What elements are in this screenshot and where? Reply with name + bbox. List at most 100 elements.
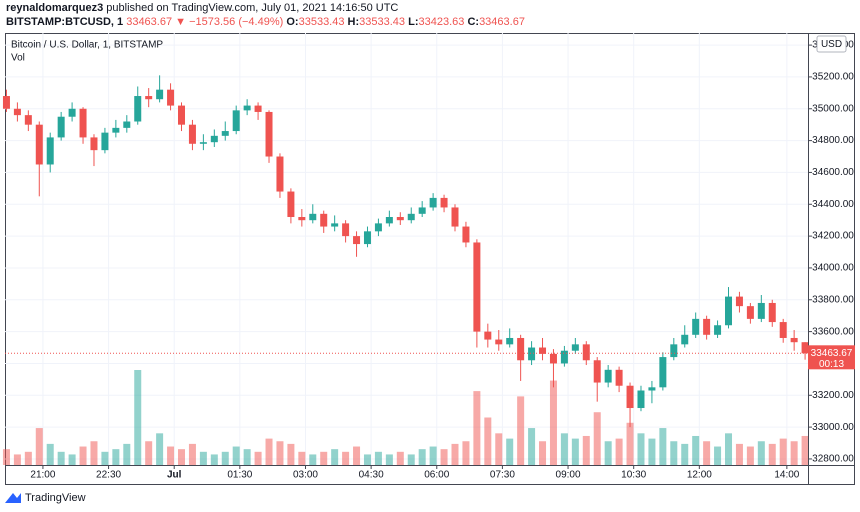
x-tick-label: 14:00 (774, 470, 799, 481)
volume-bar (659, 428, 667, 465)
y-tick-label: 34400.00 (812, 199, 854, 210)
volume-bar (309, 454, 317, 465)
y-tick-label: 33400.00 (812, 358, 854, 369)
volume-bar (188, 443, 196, 465)
candle-body (265, 111, 273, 157)
volume-bar (703, 441, 711, 465)
currency-box[interactable] (816, 35, 847, 53)
volume-bar (145, 441, 153, 465)
volume-bar (451, 443, 459, 465)
volume-bar (637, 433, 645, 465)
y-tick-label: 35000.00 (812, 103, 854, 114)
candle-body (363, 231, 371, 245)
volume-bar (571, 438, 579, 465)
volume-bar (298, 451, 306, 465)
x-tick-label: 10:30 (621, 470, 646, 481)
candle-body (221, 131, 229, 136)
volume-bar (156, 433, 164, 465)
volume-layer (2, 370, 809, 465)
candle-body (188, 124, 196, 144)
candle-body (451, 207, 459, 227)
y-tick-label: 33600.00 (812, 326, 854, 337)
candle-body (440, 197, 448, 208)
volume-bar (265, 438, 273, 465)
volume-bar (13, 454, 21, 465)
x-tick-label: 06:00 (424, 470, 449, 481)
candle-body (396, 217, 404, 221)
candle-body (134, 96, 142, 122)
candle-body (68, 108, 76, 117)
last-price: 33463.67 (126, 16, 173, 28)
candle-body (648, 387, 656, 391)
candle-body (615, 369, 623, 386)
volume-bar (495, 433, 503, 465)
candle-body (145, 96, 153, 100)
volume-bar (167, 446, 175, 465)
candle-body (517, 337, 525, 361)
candle-body (528, 347, 536, 361)
volume-bar (506, 438, 514, 465)
candle-body (495, 339, 503, 345)
candle-body (276, 156, 284, 192)
y-tick-label: 33200.00 (812, 390, 854, 401)
volume-bar (79, 446, 87, 465)
candle-body (429, 197, 437, 208)
y-tick-label: 34800.00 (812, 135, 854, 146)
candle-body (177, 105, 185, 125)
volume-bar (2, 449, 10, 465)
countdown: 00:13 (819, 359, 844, 370)
volume-bar (735, 443, 743, 465)
ohlc-value: 33423.63 (418, 16, 465, 28)
x-tick-label: Jul (167, 470, 182, 481)
candle-body (462, 226, 470, 243)
volume-bar (582, 435, 590, 465)
candle-body (243, 105, 251, 111)
volume-bar (134, 370, 142, 465)
volume-bar (276, 441, 284, 465)
volume-bar (757, 441, 765, 465)
candle-body (790, 337, 798, 343)
volume-bar (801, 435, 809, 465)
candle-body (2, 96, 10, 109)
ohlc-value: 33533.43 (359, 16, 406, 28)
x-tick-label: 01:30 (227, 470, 252, 481)
candle-body (232, 110, 240, 132)
x-tick-label: 21:00 (30, 470, 55, 481)
volume-bar (68, 454, 76, 465)
candle-body (626, 385, 634, 409)
candle-body (757, 302, 765, 319)
last-price-label: 33463.67 (811, 348, 853, 359)
volume-bar (473, 391, 481, 465)
candle-body (714, 325, 722, 335)
candle-body (210, 135, 218, 143)
y-tick-label: 32800.00 (812, 454, 854, 465)
candle-body (407, 213, 415, 221)
x-tick-label: 22:30 (96, 470, 121, 481)
axes: 32800.00 33000.00 33200.00 33400.00 33600.00… (30, 40, 854, 481)
change: ▼ −1573.56 (−4.49%) (175, 16, 284, 28)
volume-bar (320, 451, 328, 465)
candle-body (385, 217, 393, 224)
volume-bar (517, 396, 525, 465)
volume-bar (549, 380, 557, 465)
candle-body (13, 108, 21, 116)
volume-bar (604, 441, 612, 465)
volume-bar (714, 446, 722, 465)
y-tick-label: 34000.00 (812, 263, 854, 274)
ohlc-value: 33533.43 (298, 16, 345, 28)
candle-body (24, 115, 32, 125)
ohlc-label: O: (286, 16, 299, 28)
volume-bar (418, 449, 426, 465)
candle-body (309, 213, 317, 221)
publish-line: reynaldomarquez3 published on TradingVie… (6, 2, 398, 14)
candle-body (199, 142, 207, 144)
author: reynaldomarquez3 (6, 2, 104, 14)
currency: USD (821, 39, 842, 50)
volume-bar (648, 438, 656, 465)
candle-body (692, 318, 700, 335)
y-tick-label: 34200.00 (812, 231, 854, 242)
volume-bar (385, 454, 393, 465)
candle-body (57, 116, 65, 138)
candle-body (604, 369, 612, 383)
